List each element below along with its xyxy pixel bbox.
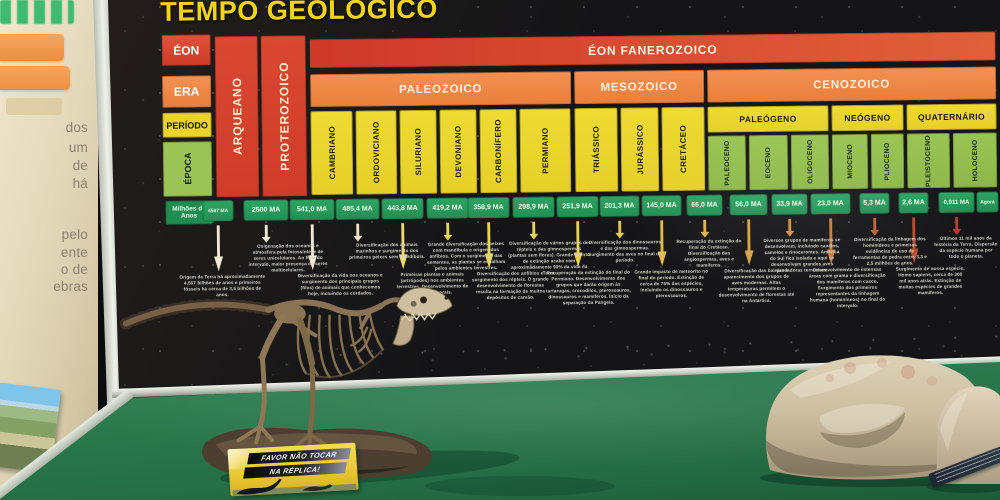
side-panel-text-fragment: há	[72, 176, 88, 191]
age-box: 201,3 MA	[599, 195, 640, 216]
side-panel-text-fragment: de	[72, 158, 88, 173]
note-text: Diversificação da vida nos oceanos e sur…	[297, 272, 383, 297]
period-box: CARBONÍFERO	[479, 108, 518, 194]
age-box: 56,0 MA	[729, 193, 768, 215]
do-not-touch-sign: FAVOR NÃO TOCAR NA RÉPLICA!	[227, 442, 359, 497]
age-box: 251,9 MA	[556, 195, 599, 217]
age-box: 5,3 MA	[859, 192, 890, 214]
era-box: CENOZOICO	[706, 66, 997, 103]
side-panel-text-fragment: ente	[60, 245, 88, 260]
note-text: Diversificação da linhagem dos hominídeo…	[853, 236, 928, 267]
period-box: TRIÁSSICO	[574, 107, 619, 193]
age-box: 2,6 MA	[898, 192, 929, 213]
period-box: ORDOVICIANO	[355, 110, 398, 195]
period-box: CAMBRIANO	[310, 110, 354, 196]
chart-title: TEMPO GEOLÓGICO	[160, 0, 438, 27]
note-text: Oxigenação dos oceanos e atmosfera pela …	[248, 243, 328, 273]
age-box: Agora	[976, 191, 999, 212]
side-panel-text-fragment: dos	[65, 120, 88, 135]
adjacent-panel-box	[0, 34, 64, 61]
dinosaur-silhouette-icon	[232, 478, 357, 497]
age-box: 443,8 MA	[381, 197, 424, 219]
epoch-box: OLIGOCENO	[790, 134, 830, 190]
period-box: DEVONIANO	[439, 109, 478, 194]
age-box: 419,2 MA	[426, 197, 469, 218]
epoch-box: PALEOCENO	[707, 135, 747, 191]
note-text: Diversificação dos animais marinhos e su…	[349, 241, 425, 260]
row-label-eon: ÉON	[161, 34, 211, 66]
adjacent-panel-box	[6, 98, 62, 115]
note-text: Primeiras plantas e animais (artrópodes)…	[396, 271, 469, 296]
epoch-box: PLIOCENO	[870, 133, 905, 189]
down-arrow-icon	[529, 222, 538, 240]
age-box: 485,4 MA	[335, 198, 380, 219]
down-arrow-icon	[262, 225, 271, 243]
down-arrow-icon	[952, 217, 961, 235]
row-label-era: ERA	[162, 75, 212, 108]
age-box: 358,9 MA	[467, 196, 510, 218]
era-box: PALEOZOICO	[309, 71, 572, 108]
adjacent-panel: dos um de há pelo ente o de ebras	[0, 0, 98, 500]
cenozoic-period-header: QUATERNÁRIO	[906, 103, 997, 131]
row-label-periodo: PERÍODO	[162, 112, 212, 138]
down-arrow-icon	[744, 219, 754, 265]
note-text: Origem da Terra há aproximadamente 4,567…	[179, 273, 266, 298]
epoch-box: EOCENO	[748, 134, 789, 191]
period-box: JURÁSSICO	[620, 107, 660, 192]
down-arrow-icon	[353, 224, 362, 242]
age-box: 4567 MA	[202, 200, 234, 221]
age-box: 145,0 MA	[641, 194, 682, 216]
down-arrow-icon	[785, 219, 794, 237]
note-text: Grande impacto de meteorito no final do …	[634, 268, 709, 299]
precambrian-eon-column: ARQUEANO	[214, 35, 260, 198]
note-text: Surgimento de nossa espécie, Homo sapien…	[895, 265, 965, 296]
period-box: SILURIANO	[399, 109, 438, 195]
age-box: 0,011 MA	[938, 191, 975, 213]
age-box: 33,9 MA	[771, 193, 808, 215]
age-box: 2500 MA	[243, 199, 289, 221]
down-arrow-icon	[443, 223, 452, 241]
down-arrow-icon	[615, 221, 624, 239]
cenozoic-period-header: PALEÓGENO	[707, 105, 829, 133]
note-text: Últimos 11 mil anos da história da Terra…	[934, 235, 998, 260]
period-box: CRETÁCEO	[661, 106, 706, 192]
down-arrow-icon	[700, 220, 709, 238]
down-arrow-icon	[214, 225, 224, 271]
side-panel-text-fragment: pelo	[61, 227, 88, 242]
epoch-box: HOLOCENO	[952, 132, 998, 188]
note-text: Diversificação dos dinossauros e das gim…	[588, 239, 662, 263]
adjacent-panel-title-fragment	[0, 0, 74, 24]
period-box: PERMIANO	[519, 108, 572, 193]
note-text: Recuperação da extinção do final do Cret…	[676, 238, 742, 269]
note-text: Recuperação da extinção do final do Perm…	[545, 269, 631, 306]
precambrian-eon-column: PROTEROZOICO	[260, 35, 308, 197]
age-box: 23,0 MA	[810, 193, 851, 214]
side-panel-text-fragment: o de	[60, 262, 88, 277]
side-panel-text-fragment: um	[68, 140, 88, 155]
age-box: 298,9 MA	[512, 196, 555, 217]
age-box: 66,0 MA	[686, 194, 723, 215]
epoch-box: MIOCENO	[831, 133, 869, 190]
row-label-epoca: ÉPOCA	[162, 141, 213, 197]
note-text: Desenvolvimento de extensas áreas com gr…	[808, 266, 886, 309]
era-box: MESOZOICO	[573, 69, 705, 105]
cenozoic-period-header: NEÓGENO	[831, 104, 904, 132]
note-text: Grande diversificação dos peixes com man…	[426, 240, 506, 271]
down-arrow-icon	[870, 218, 879, 236]
phanerozoic-eon-bar: ÉON FANEROZOICO	[309, 31, 996, 69]
side-panel-text-fragment: ebras	[53, 279, 88, 294]
epoch-box: PLEISTOCENO	[906, 132, 951, 189]
age-box: 541,0 MA	[289, 198, 335, 221]
adjacent-panel-box	[0, 66, 70, 90]
